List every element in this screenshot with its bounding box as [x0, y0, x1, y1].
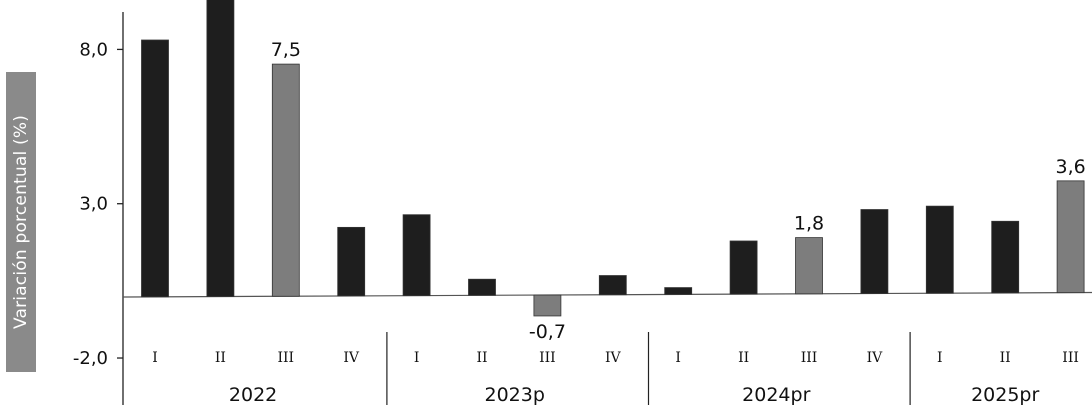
bar	[991, 220, 1020, 294]
bar	[1056, 180, 1085, 294]
data-label: -0,7	[529, 321, 566, 343]
bar	[795, 237, 823, 295]
x-group-label: 2025pr	[971, 384, 1039, 405]
data-label: 7,5	[271, 39, 301, 61]
x-tick-label: III	[1062, 350, 1079, 366]
bar	[337, 226, 366, 297]
x-tick-label: I	[675, 350, 681, 366]
data-label: 3,6	[1055, 156, 1085, 178]
y-tick-label: -2,0	[73, 348, 108, 369]
bar	[206, 0, 235, 297]
y-tick-label: 3,0	[79, 194, 108, 215]
y-tick-label: 8,0	[79, 39, 108, 60]
bar	[141, 39, 169, 298]
x-tick-label: IV	[343, 350, 360, 366]
bar	[729, 240, 758, 295]
x-tick-label: IV	[867, 350, 884, 366]
x-tick-label: III	[801, 350, 818, 366]
bar	[533, 294, 562, 317]
x-tick-label: II	[1000, 350, 1011, 366]
bar	[271, 63, 300, 297]
data-label: 1,8	[794, 213, 824, 235]
x-tick-label: I	[937, 350, 943, 366]
x-tick-label: II	[476, 350, 487, 366]
x-tick-label: II	[215, 350, 226, 366]
x-tick-label: II	[738, 350, 749, 366]
bar	[468, 278, 496, 296]
bar	[598, 275, 627, 296]
bar	[860, 209, 889, 294]
x-tick-label: I	[152, 350, 158, 366]
x-group-label: 2024pr	[742, 384, 810, 405]
bar	[664, 287, 693, 295]
bar	[402, 214, 431, 297]
x-tick-label: III	[278, 350, 295, 366]
x-tick-label: IV	[605, 350, 622, 366]
x-tick-label: I	[414, 350, 420, 366]
x-tick-label: III	[539, 350, 556, 366]
y-axis-title-box: Variación porcentual (%)	[6, 72, 36, 372]
bar	[925, 205, 954, 294]
x-group-label: 2022	[229, 384, 277, 405]
x-group-label: 2023p	[484, 384, 544, 405]
